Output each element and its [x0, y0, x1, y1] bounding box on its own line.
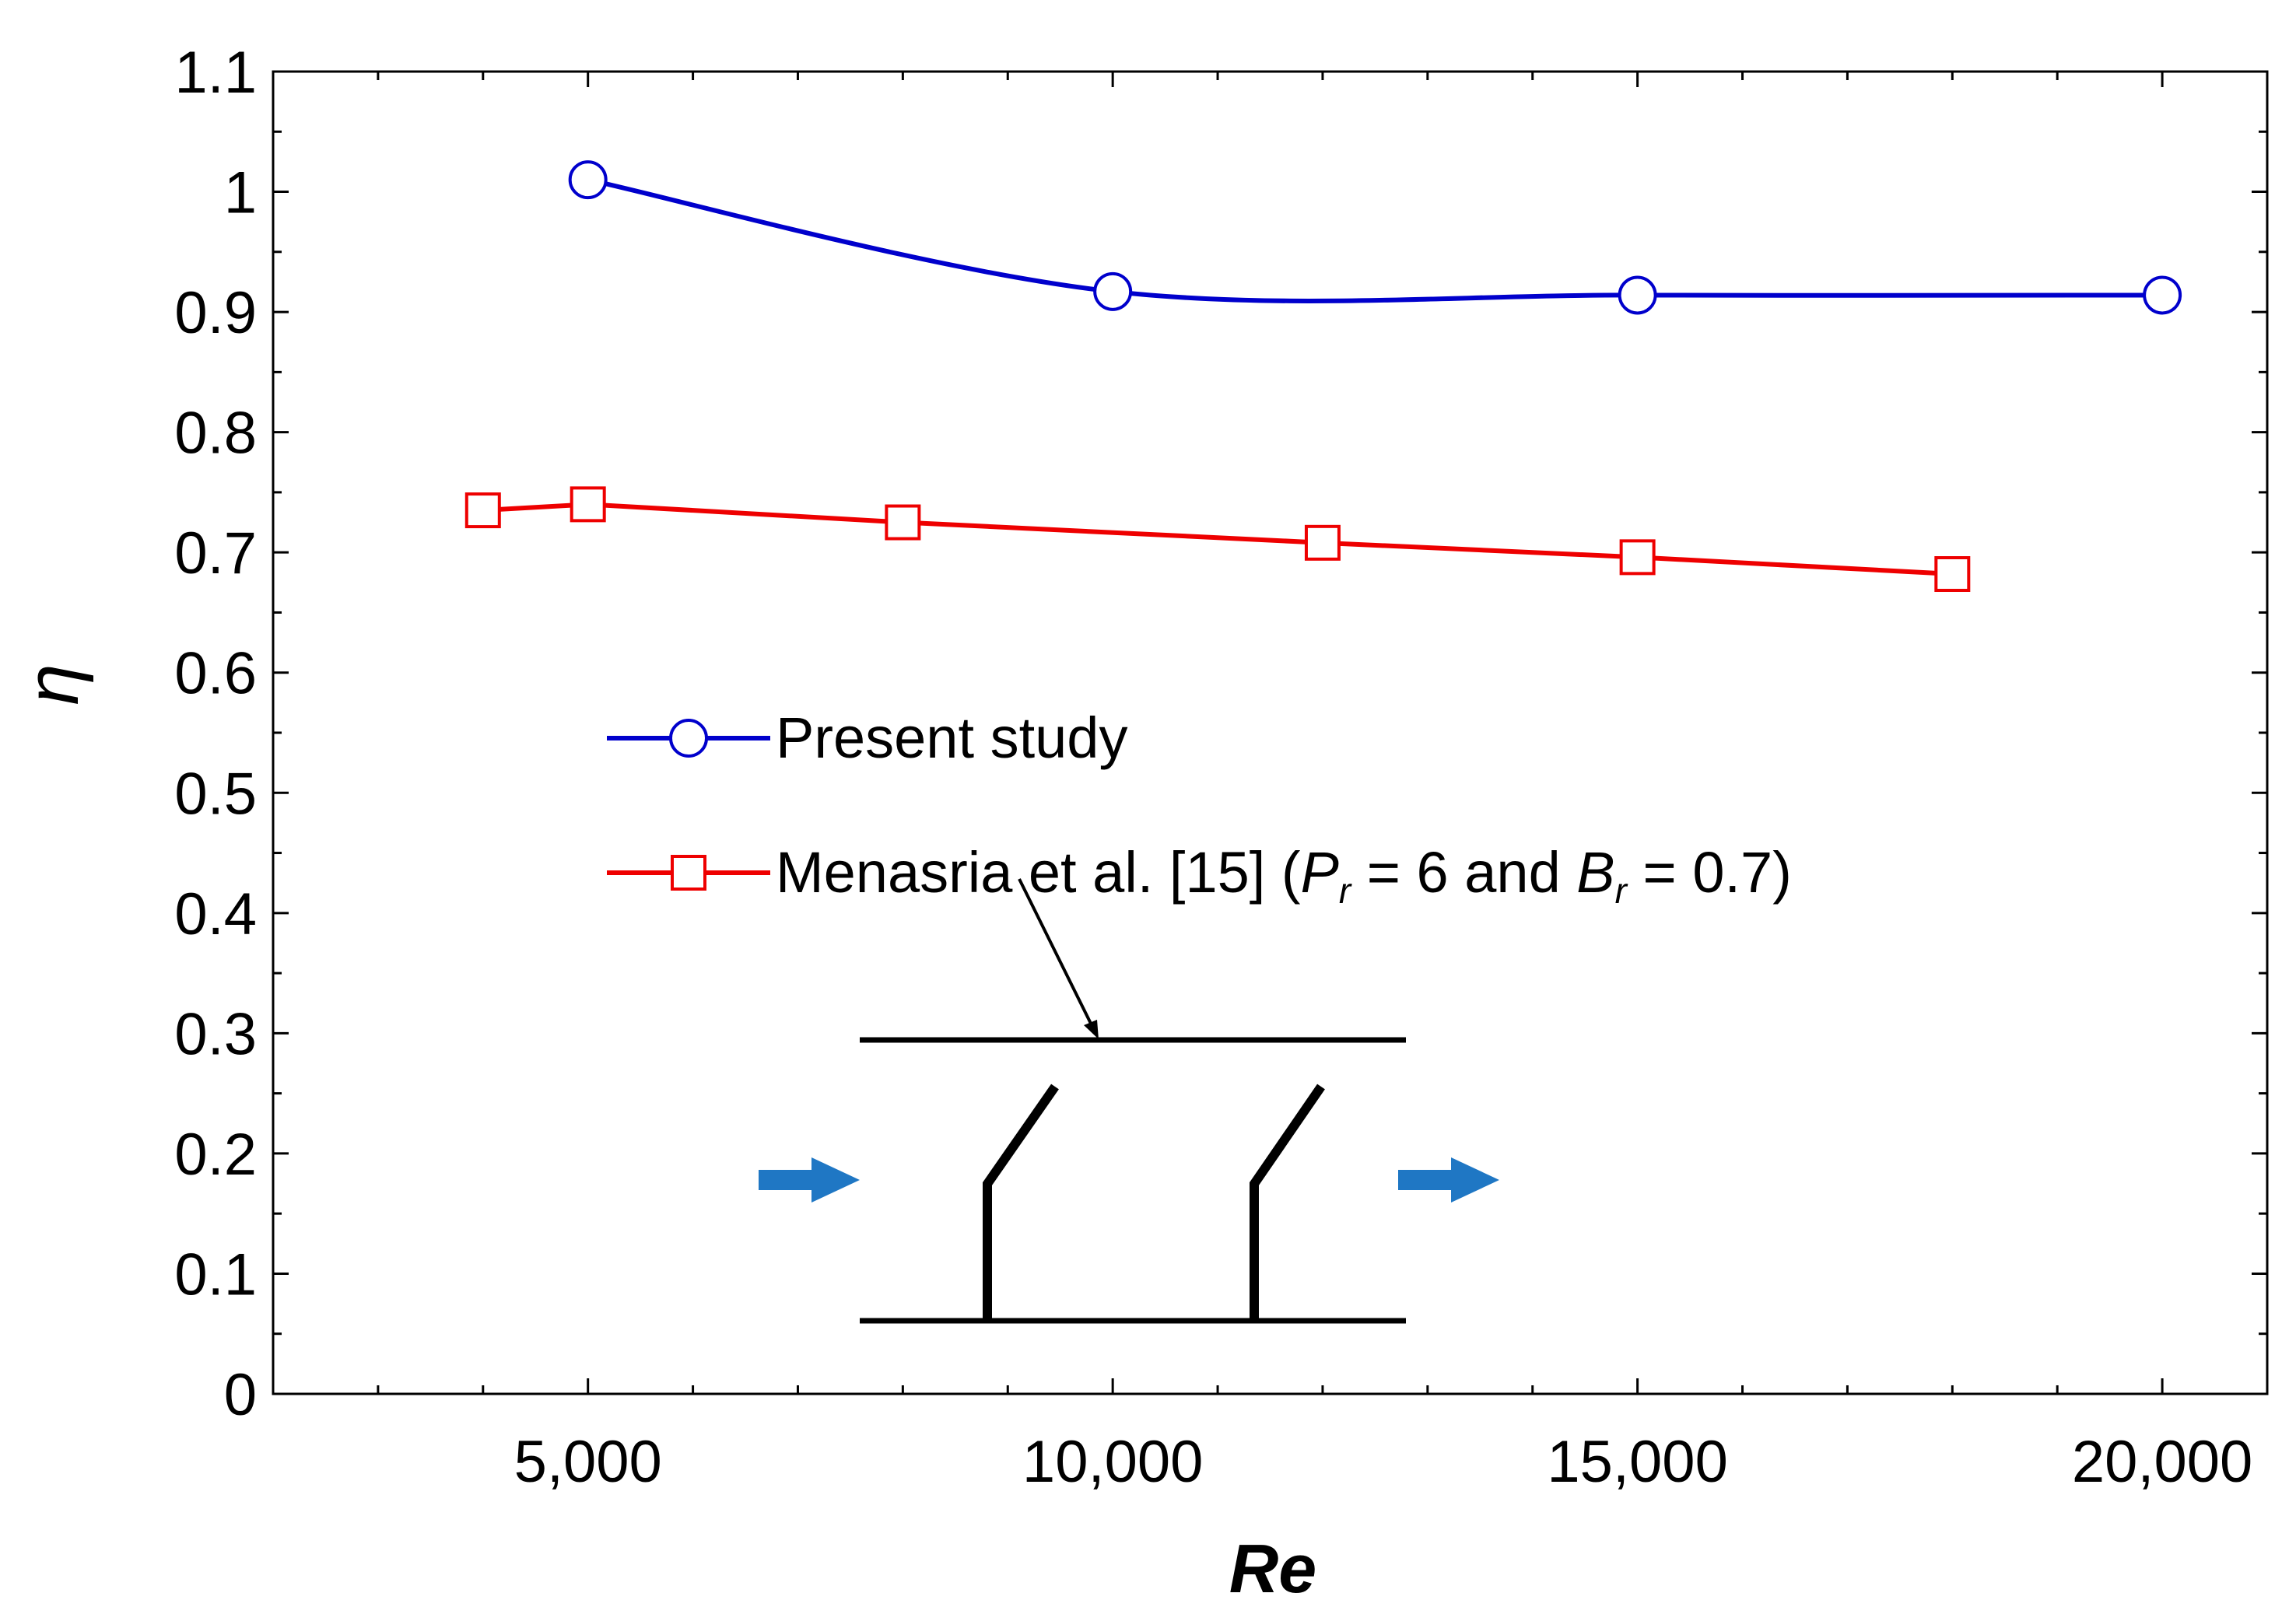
x-tick-label: 5,000 [514, 1429, 662, 1495]
axis-tick-labels: 5,000 10,000 15,000 20,000 0 0.1 0.2 0.3 0.4 0.5 0… [174, 40, 2252, 1495]
inlet-arrow-icon [759, 1157, 860, 1203]
baffle-left [983, 1084, 1059, 1321]
data-point-square [570, 486, 606, 523]
y-tick-label: 1 [224, 160, 257, 226]
legend-label-menasria-p: P [1301, 840, 1339, 905]
data-point-square [1934, 556, 1971, 592]
y-tick-label: 1.1 [174, 40, 257, 106]
pointer-line [1018, 878, 1097, 1034]
legend-label-present-study: Present study [776, 705, 1127, 770]
data-point-square [464, 492, 501, 529]
x-tick-label: 20,000 [2072, 1429, 2252, 1495]
y-tick-label: 0.8 [174, 401, 257, 467]
data-point-circle [1618, 275, 1657, 315]
y-tick-label: 0.9 [174, 280, 257, 346]
data-point-circle [2143, 275, 2182, 315]
y-tick-label: 0.5 [174, 761, 257, 827]
data-point-square [885, 504, 921, 541]
legend-label-menasria-mid: = 6 and [1351, 840, 1576, 905]
y-tick-label: 0 [224, 1362, 257, 1428]
y-tick-label: 0.3 [174, 1001, 257, 1067]
y-tick-label: 0.6 [174, 641, 257, 707]
plot-frame [272, 70, 2269, 1395]
data-series [464, 160, 2182, 592]
y-tick-label: 0.1 [174, 1241, 257, 1308]
legend-label-menasria-sub2: r [1615, 870, 1628, 911]
pointer-arrowhead [1084, 1020, 1099, 1039]
x-axis-title: Re [1229, 1530, 1317, 1607]
y-axis-title: η [11, 663, 94, 705]
legend-marker-circle [669, 719, 708, 758]
x-tick-label: 15,000 [1547, 1429, 1727, 1495]
y-tick-label: 0.7 [174, 520, 257, 586]
legend: Present study Menasria et al. [15] (Pr =… [607, 705, 1792, 911]
legend-label-menasria-sub1: r [1339, 870, 1352, 911]
legend-marker-square [671, 855, 706, 891]
data-point-circle [1093, 271, 1133, 311]
baffle-right [1250, 1084, 1325, 1321]
legend-label-menasria-b: B [1576, 840, 1614, 905]
y-tick-label: 0.4 [174, 881, 257, 947]
data-point-circle [568, 160, 608, 200]
data-point-square [1304, 524, 1341, 561]
legend-label-menasria-end: = 0.7) [1627, 840, 1792, 905]
x-tick-label: 10,000 [1022, 1429, 1203, 1495]
series-line-1 [587, 177, 2163, 303]
legend-label-menasria-main: Menasria et al. [15] ( [776, 840, 1301, 905]
data-point-square [1619, 539, 1656, 576]
legend-label-menasria: Menasria et al. [15] (Pr = 6 and Br = 0.… [776, 840, 1792, 911]
outlet-arrow-icon [1398, 1157, 1499, 1203]
baffled-channel-diagram [759, 878, 1499, 1324]
y-tick-label: 0.2 [174, 1122, 257, 1188]
